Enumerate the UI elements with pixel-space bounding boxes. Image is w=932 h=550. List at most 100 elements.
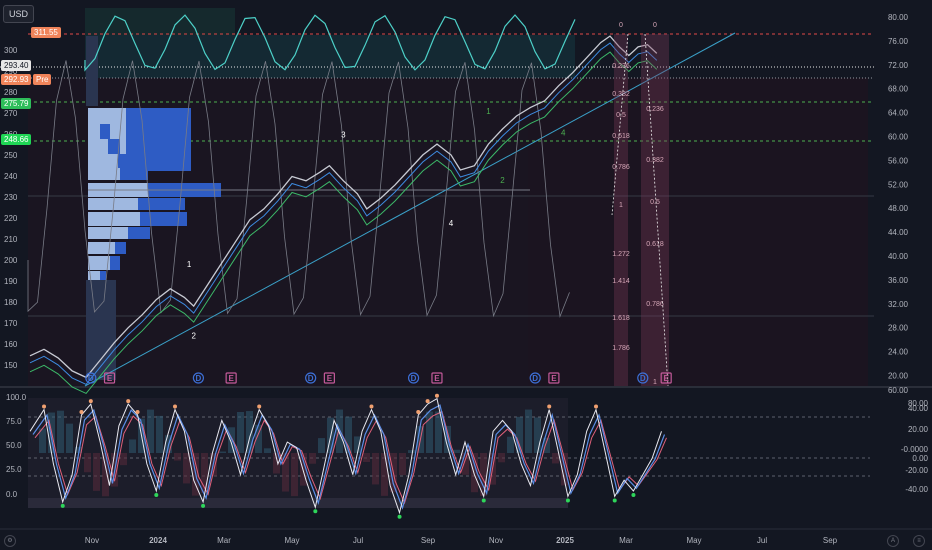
- osc-histogram-bar: [291, 453, 298, 497]
- osc-histogram-bar: [498, 453, 505, 463]
- osc-histogram-bar: [57, 410, 64, 453]
- osc-right-axis-label: 60.00: [888, 386, 909, 395]
- overbought-dot: [126, 399, 131, 404]
- right-axis-label: 72.00: [888, 61, 909, 70]
- osc-histogram-bar: [453, 449, 460, 453]
- osc-histogram-bar: [237, 411, 244, 453]
- right-axis-label: 64.00: [888, 109, 909, 118]
- right-axis-label: 40.00: [888, 252, 909, 261]
- wave-label: 4: [561, 128, 566, 137]
- volume-bar: [126, 108, 191, 171]
- osc-histogram-bar: [471, 453, 478, 493]
- osc-histogram-bar: [363, 453, 370, 463]
- overbought-dot: [594, 404, 599, 409]
- volume-bar: [88, 271, 100, 281]
- osc-histogram-bar: [426, 411, 433, 453]
- osc-histogram-bar: [156, 415, 163, 453]
- volume-bar: [88, 212, 140, 226]
- right-axis-label: 48.00: [888, 204, 909, 213]
- volume-bar: [88, 124, 100, 139]
- overbought-dot: [42, 404, 47, 409]
- volume-bar: [100, 271, 106, 281]
- earnings-marker: [548, 372, 560, 384]
- event-label: D: [640, 374, 646, 383]
- fib-label-left: 0.618: [612, 133, 630, 140]
- fib-label-left: 0.382: [612, 91, 630, 98]
- osc-histogram-bar: [273, 453, 280, 474]
- price-axis-label: 190: [4, 277, 18, 286]
- dividend-marker: [529, 372, 541, 384]
- overbought-dot: [173, 404, 178, 409]
- fib-label-right: 0.786: [646, 301, 664, 308]
- osc-histogram-bar: [372, 453, 379, 485]
- wave-label: 1: [486, 107, 491, 116]
- right-axis-label: 24.00: [888, 348, 909, 357]
- osc-histogram-bar: [246, 411, 253, 453]
- auto-scale-icon[interactable]: A: [887, 535, 899, 547]
- right-axis-label: 28.00: [888, 324, 909, 333]
- volume-bar: [108, 139, 120, 154]
- osc-histogram-bar: [93, 453, 100, 491]
- settings-icon[interactable]: ⚙: [4, 535, 16, 547]
- osc-histogram-bar: [543, 437, 550, 453]
- dividend-marker: [407, 372, 420, 384]
- time-axis-label: May: [686, 536, 701, 545]
- event-label: E: [434, 374, 440, 383]
- wave-label: 4: [449, 219, 454, 228]
- osc-right-axis-label: -0.0000: [901, 445, 929, 454]
- event-label: E: [551, 374, 557, 383]
- earnings-marker: [660, 372, 672, 384]
- overbought-dot: [135, 409, 140, 414]
- osc-histogram-bar: [39, 428, 46, 453]
- osc-histogram-bar: [516, 416, 523, 453]
- fib-label-left: 1.414: [612, 278, 630, 285]
- overbought-dot: [547, 404, 552, 409]
- fib-label-right: 0.236: [646, 106, 664, 113]
- dividend-marker: [637, 372, 649, 384]
- price-axis-label: 200: [4, 256, 18, 265]
- time-axis-label: Nov: [85, 536, 99, 545]
- cycle-line: [84, 14, 576, 72]
- osc-histogram-bar: [444, 425, 451, 453]
- volume-bar: [86, 280, 116, 380]
- volume-bar: [88, 139, 108, 154]
- fib-column-right: [641, 34, 669, 386]
- shaded-region: [528, 78, 868, 386]
- osc-histogram-bar: [183, 453, 190, 484]
- volume-bar: [120, 168, 148, 180]
- volume-bar: [88, 154, 118, 168]
- log-scale-icon[interactable]: ≡: [913, 535, 925, 547]
- currency-badge[interactable]: USD: [3, 5, 35, 23]
- osc-histogram-bar: [354, 436, 361, 453]
- event-label: D: [532, 374, 538, 383]
- overbought-dot: [425, 399, 430, 404]
- osc-right-axis-label: -40.00: [905, 485, 928, 494]
- osc-histogram-bar: [561, 453, 568, 486]
- fib-label-left: 0: [619, 22, 623, 29]
- right-axis-label: 44.00: [888, 228, 909, 237]
- fib-label-left: 1.618: [612, 315, 630, 322]
- osc-region: [28, 498, 568, 508]
- oversold-dot: [60, 503, 65, 508]
- right-axis-label: 80.00: [888, 13, 909, 22]
- right-axis-label: 76.00: [888, 37, 909, 46]
- trend-line: [84, 32, 736, 387]
- ma-slow-line: [29, 51, 658, 395]
- osc-histogram-bar: [255, 424, 262, 453]
- osc-histogram-bar: [462, 453, 469, 475]
- osc-histogram-bar: [345, 416, 352, 453]
- price-tag: 311.55: [31, 27, 61, 38]
- price-axis-label: 230: [4, 193, 18, 202]
- ma-fast-line: [29, 42, 658, 386]
- osc-histogram-bar: [75, 446, 82, 453]
- overbought-dot: [369, 404, 374, 409]
- osc-histogram-bar: [480, 453, 487, 496]
- volume-bar: [115, 242, 126, 254]
- time-axis-label: Jul: [353, 536, 363, 545]
- right-axis-label: 32.00: [888, 300, 909, 309]
- price-series-line: [29, 35, 658, 379]
- time-axis-label: Jul: [757, 536, 767, 545]
- fib-label-right: 1: [653, 379, 657, 386]
- overbought-dot: [416, 409, 421, 414]
